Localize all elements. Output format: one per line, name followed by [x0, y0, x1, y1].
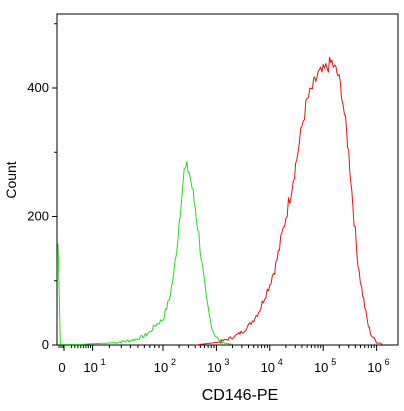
x-tick-label: 0: [58, 360, 65, 375]
x-tick-label: 10: [261, 360, 275, 375]
series-line-red: [195, 56, 383, 346]
x-tick-exponent: 4: [278, 357, 283, 367]
y-axis-title: Count: [3, 161, 19, 198]
x-tick-exponent: 1: [101, 357, 106, 367]
y-tick-label: 0: [42, 337, 49, 352]
x-tick-label: 10: [154, 360, 168, 375]
series-layer: [57, 56, 383, 346]
x-tick-exponent: 5: [331, 357, 336, 367]
plot-frame: [56, 13, 399, 346]
x-tick-label: 10: [314, 360, 328, 375]
x-tick-exponent: 3: [224, 357, 229, 367]
y-tick-label: 400: [27, 80, 49, 95]
y-axis-ticks: 0 200 400: [27, 23, 57, 352]
x-tick-label: 10: [83, 360, 97, 375]
series-line-green: [57, 160, 233, 345]
x-tick-label: 10: [207, 360, 221, 375]
y-tick-label: 200: [27, 209, 49, 224]
x-tick-exponent: 6: [385, 357, 390, 367]
x-tick-exponent: 2: [171, 357, 176, 367]
x-tick-label: 10: [367, 360, 381, 375]
x-axis-ticks: 0 10 1 10 2 10 3 10 4 10 5 10 6: [58, 345, 390, 375]
x-axis-title: CD146-PE: [202, 387, 278, 404]
